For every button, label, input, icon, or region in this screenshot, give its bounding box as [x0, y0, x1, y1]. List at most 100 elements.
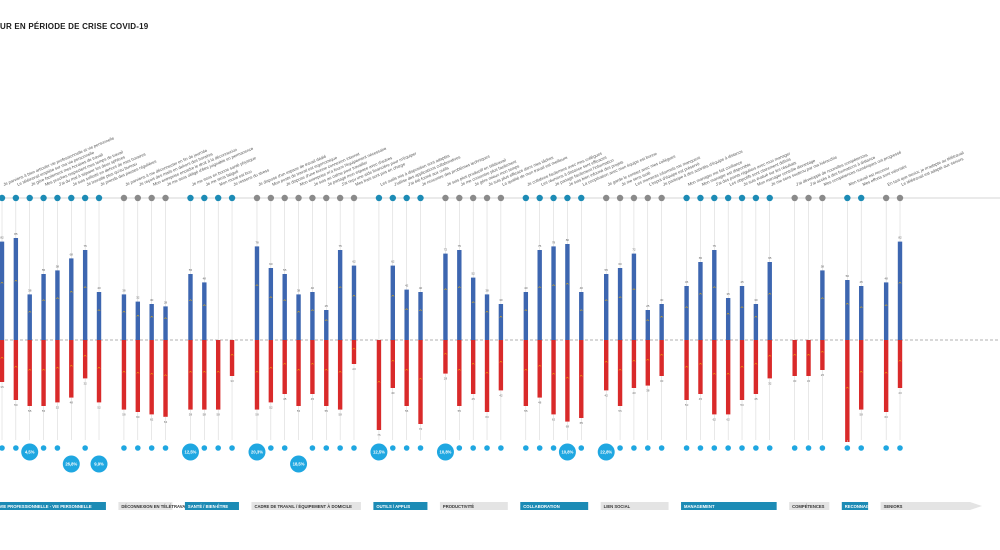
statement-icon — [497, 194, 505, 202]
category-band — [600, 502, 669, 510]
marker-icon: ^ — [255, 285, 259, 291]
marker-icon: ^ — [443, 288, 447, 294]
statement-icon — [389, 194, 396, 202]
percent-bubble-label: 4,5% — [25, 450, 35, 455]
negative-bar — [55, 340, 60, 403]
statement-icon — [403, 194, 410, 202]
marker-icon: ^ — [579, 310, 583, 316]
statement-icon — [724, 194, 732, 202]
marker-icon: ^ — [740, 366, 744, 372]
percent-dot — [268, 445, 274, 451]
positive-bar — [725, 298, 731, 340]
positive-bar — [310, 292, 315, 340]
positive-value-label: 25 — [646, 304, 650, 308]
negative-bar — [135, 340, 141, 412]
marker-icon: ^ — [0, 357, 4, 363]
marker-icon: ^ — [216, 371, 220, 377]
percent-bubble-label: 9,9% — [94, 462, 104, 467]
marker-icon: ^ — [418, 378, 422, 384]
positive-bar — [163, 306, 168, 340]
percent-dot — [82, 445, 88, 451]
marker-icon: ^ — [538, 365, 542, 371]
statement-icon — [0, 194, 6, 202]
percent-dot — [323, 445, 330, 451]
statement-icon — [536, 194, 543, 202]
marker-icon: ^ — [97, 367, 101, 373]
positive-value-label: 62 — [391, 260, 395, 264]
marker-icon: ^ — [698, 293, 702, 299]
marker-icon: ^ — [188, 371, 192, 377]
positive-bar — [404, 289, 409, 340]
marker-icon: ^ — [859, 371, 863, 377]
positive-value-label: 75 — [458, 244, 462, 248]
percent-dot — [498, 445, 504, 451]
positive-bar — [617, 268, 623, 340]
marker-icon: ^ — [269, 296, 273, 302]
marker-icon: ^ — [202, 371, 206, 377]
negative-bar — [684, 340, 689, 400]
negative-bar — [41, 340, 46, 406]
statement-icon — [522, 194, 530, 202]
category-label: CADRE DE TRAVAIL / ÉQUIPEMENT À DOMICILE — [254, 504, 352, 509]
negative-bar — [82, 340, 88, 379]
positive-bar — [845, 280, 850, 340]
percent-bubble-label: 12,5% — [185, 450, 197, 455]
positive-value-label: 30 — [150, 298, 154, 302]
page-title: UR EN PÉRIODE DE CRISE COVID-19 — [0, 22, 149, 31]
marker-icon: ^ — [565, 377, 569, 383]
marker-icon: ^ — [55, 298, 59, 304]
statement-icon — [134, 194, 142, 202]
marker-icon: ^ — [806, 354, 810, 360]
marker-icon: ^ — [41, 369, 45, 375]
marker-icon: ^ — [338, 371, 342, 377]
marker-icon: ^ — [524, 369, 528, 375]
marker-icon: ^ — [499, 361, 503, 367]
percent-dot — [351, 445, 357, 451]
marker-icon: ^ — [28, 369, 32, 375]
statement-icon — [844, 194, 851, 202]
negative-bar — [883, 340, 889, 412]
statement-icon — [697, 194, 704, 202]
negative-bar — [27, 340, 32, 406]
positive-value-label: 82 — [898, 236, 902, 240]
percent-dot — [631, 445, 637, 451]
percent-dot — [844, 445, 851, 451]
percent-bubble — [21, 443, 39, 461]
marker-icon: ^ — [391, 295, 395, 301]
percent-dot — [617, 445, 623, 451]
negative-bar — [229, 340, 235, 376]
statement-icon — [711, 194, 718, 202]
percent-dot — [753, 445, 759, 451]
positive-bar — [418, 292, 423, 340]
positive-value-label: 40 — [524, 286, 528, 290]
negative-bar — [897, 340, 903, 388]
marker-icon: ^ — [69, 291, 73, 297]
statement-icon — [40, 194, 47, 202]
positive-value-label: 30 — [499, 298, 503, 302]
percent-dot — [550, 445, 557, 451]
negative-bar — [13, 340, 19, 400]
positive-value-label: 30 — [754, 298, 758, 302]
positive-bar — [579, 292, 584, 340]
positive-bar — [604, 274, 609, 340]
statement-icon — [469, 194, 477, 202]
statement-icon — [658, 194, 665, 202]
positive-bar — [820, 270, 825, 340]
statement-icon — [201, 194, 208, 202]
positive-bar — [470, 277, 476, 340]
negative-bar — [470, 340, 476, 394]
percent-dot — [725, 445, 731, 451]
positive-bar — [897, 241, 903, 340]
marker-icon: ^ — [538, 287, 542, 293]
negative-bar — [739, 340, 745, 400]
percent-bubble — [181, 443, 199, 461]
statement-icon — [896, 194, 904, 202]
marker-icon: ^ — [296, 311, 300, 317]
category-band — [184, 502, 239, 510]
marker-icon: ^ — [726, 313, 730, 319]
marker-icon: ^ — [740, 306, 744, 312]
statement-icon — [148, 194, 155, 202]
percent-dot — [858, 445, 864, 451]
percent-dot — [229, 445, 235, 451]
